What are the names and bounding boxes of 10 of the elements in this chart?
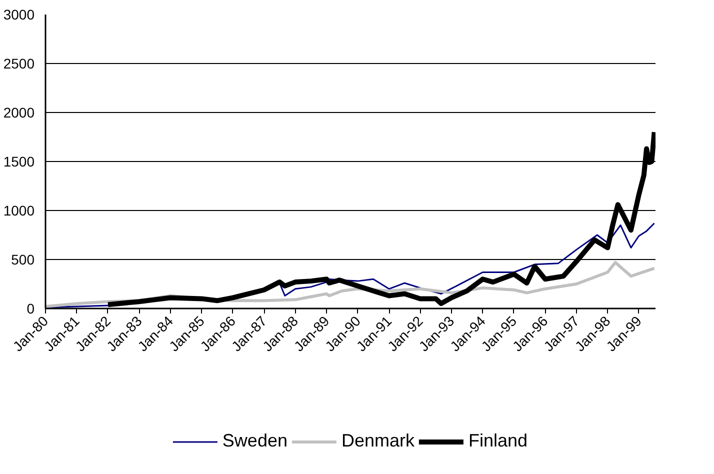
y-tick-label: 2000	[3, 104, 35, 120]
y-tick-label: 2500	[3, 56, 35, 72]
legend-label: Denmark	[341, 430, 415, 452]
y-tick-label: 1000	[3, 202, 35, 218]
legend-label: Sweden	[222, 430, 288, 452]
y-tick-label: 1500	[3, 154, 35, 170]
y-tick-label: 500	[11, 252, 35, 268]
legend-label: Finland	[468, 430, 528, 452]
y-tick-label: 0	[26, 300, 35, 316]
y-tick-label: 3000	[3, 6, 35, 22]
